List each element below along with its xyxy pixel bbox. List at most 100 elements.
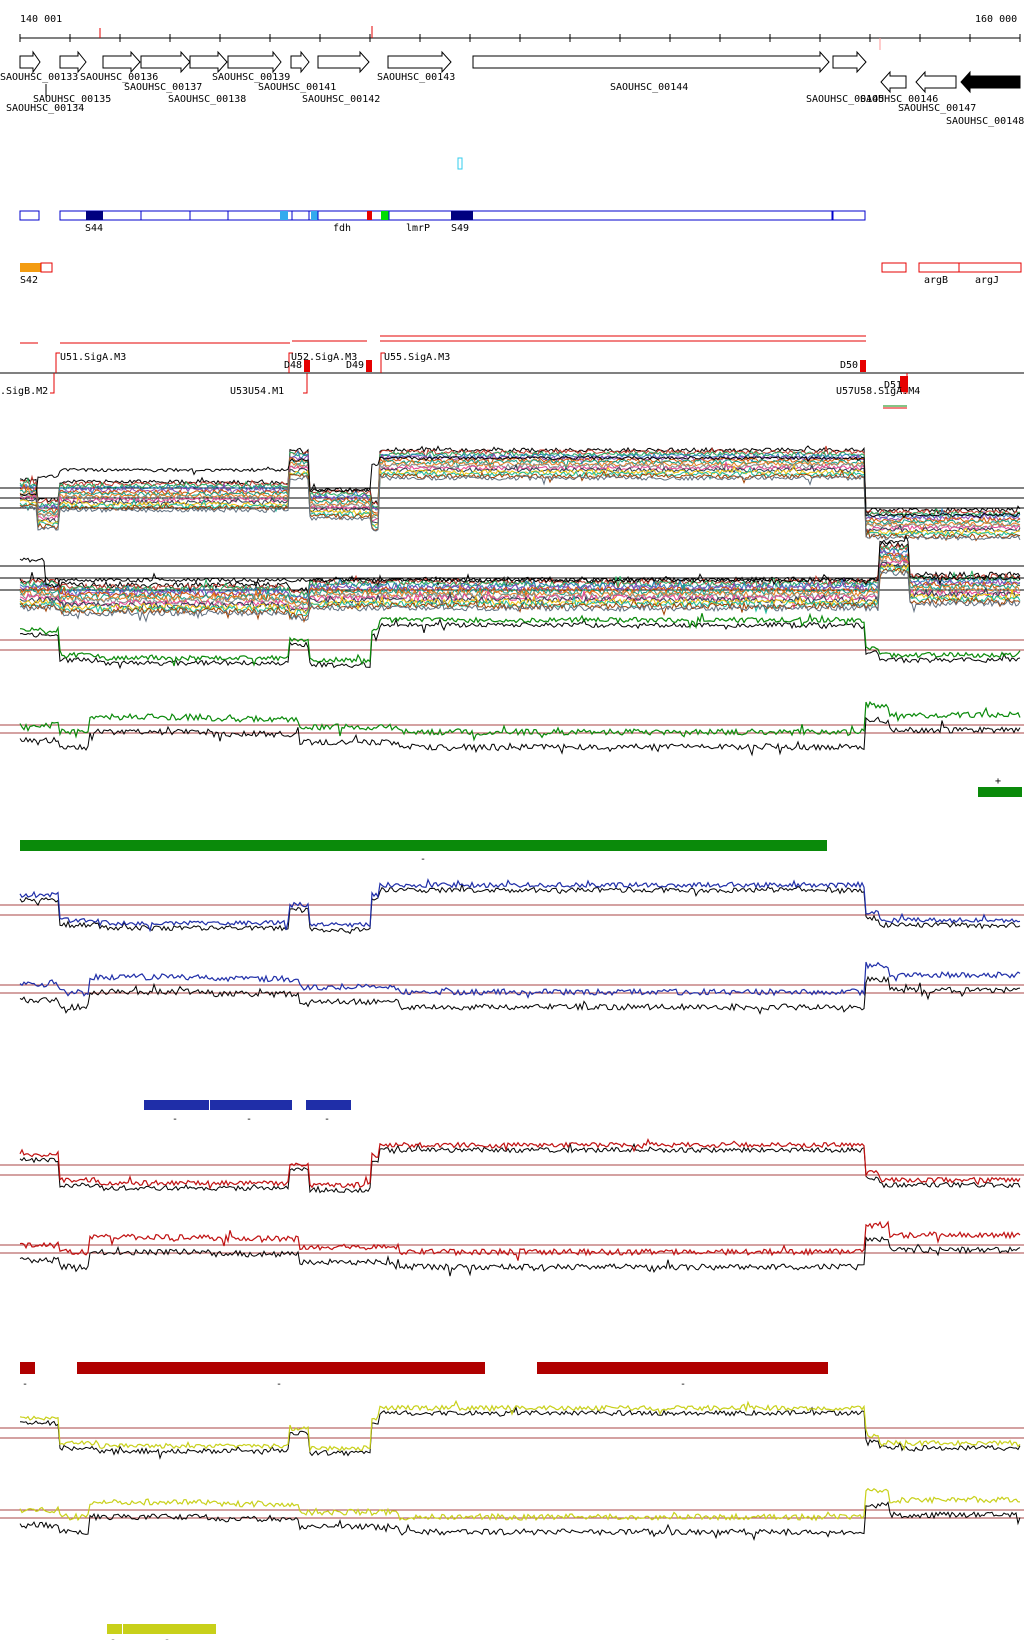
feature-s44-block[interactable] — [86, 211, 103, 220]
feature-label-argj: argJ — [975, 275, 999, 286]
expression-trace-sample — [19, 1220, 1021, 1261]
feature-argj-box[interactable] — [958, 262, 1022, 273]
feature-argb-box[interactable] — [918, 262, 960, 273]
expression-trace — [19, 458, 1021, 529]
feature-box[interactable] — [381, 211, 389, 220]
expression-trace-control — [19, 1501, 1021, 1542]
segment-bar[interactable] — [20, 1362, 35, 1374]
segment-bar[interactable] — [306, 1100, 351, 1110]
navy-expression-plot-reverse — [0, 961, 1024, 1015]
gene-label: SAOUHSC_00137 — [124, 82, 202, 93]
expression-trace — [19, 456, 1021, 524]
feature-label-lmrp: lmrP — [406, 223, 430, 234]
gene-saouhsc-00147[interactable]: SAOUHSC_00147 — [898, 70, 976, 114]
gene-saouhsc-00144[interactable]: SAOUHSC_00144 — [472, 50, 830, 93]
expression-trace — [19, 557, 1021, 610]
gene-saouhsc-00143[interactable]: SAOUHSC_00143 — [377, 50, 455, 83]
feature-label-s49: S49 — [451, 223, 469, 234]
expression-trace — [19, 474, 1021, 541]
segment-bar[interactable] — [123, 1624, 216, 1634]
gene-label: SAOUHSC_00147 — [898, 103, 976, 114]
feature-box[interactable] — [832, 210, 866, 221]
gene-saouhsc-00148[interactable]: SAOUHSC_00148 — [946, 70, 1024, 127]
strand-minus-label: - — [172, 1114, 178, 1125]
multi-condition-expression-panel-1 — [0, 445, 1024, 542]
gene-label: SAOUHSC_00148 — [946, 116, 1024, 127]
expression-trace — [20, 454, 1021, 519]
reg-label-d49: D49 — [346, 360, 364, 371]
expression-trace-sample — [19, 1399, 1021, 1453]
green-expression-plot-forward — [0, 612, 1024, 670]
feature-s42-block[interactable] — [20, 263, 41, 272]
segment-bar[interactable] — [978, 787, 1022, 797]
gene-label: SAOUHSC_00134 — [6, 103, 84, 114]
ruler-start-label: 140 001 — [20, 14, 62, 25]
segment-bar[interactable] — [77, 1362, 485, 1374]
feature-box[interactable] — [291, 210, 310, 221]
expression-trace-control — [19, 882, 1021, 935]
expression-trace — [19, 464, 1021, 538]
red-expression-plot-forward — [0, 1138, 1024, 1194]
expression-trace-sample — [19, 612, 1021, 667]
strand-minus-label: - — [420, 854, 426, 865]
feature-box[interactable] — [40, 262, 53, 273]
feature-box[interactable] — [881, 262, 907, 273]
strand-minus-label: - — [246, 1114, 252, 1125]
reg-label-d50: D50 — [840, 360, 858, 371]
expression-trace — [19, 559, 1021, 612]
multi-condition-expression-panel-2 — [0, 534, 1024, 623]
reg-label-d48: D48 — [284, 360, 302, 371]
gene-saouhsc-00133[interactable]: SAOUHSC_00133 — [0, 50, 78, 83]
cyan-feature-marker[interactable] — [457, 157, 463, 170]
strand-minus-label: - — [680, 1379, 686, 1390]
gene-saouhsc-00141[interactable]: SAOUHSC_00141 — [258, 50, 336, 93]
feature-box[interactable] — [311, 211, 318, 220]
gene-label: SAOUHSC_00136 — [80, 72, 158, 83]
gene-label: SAOUHSC_00139 — [212, 72, 290, 83]
orange-feature-track: S42 argB argJ — [20, 262, 1022, 286]
expression-trace — [20, 463, 1021, 536]
navy-segment-track: - - - — [144, 1100, 351, 1125]
reg-label-u53u54: U53U54.M1 — [230, 386, 284, 397]
gene-saouhsc-00137[interactable]: SAOUHSC_00137 — [124, 50, 202, 93]
feature-s49-block[interactable] — [451, 211, 473, 220]
ruler-ticks — [19, 34, 1021, 42]
segment-bar[interactable] — [210, 1100, 292, 1110]
ruler-end-label: 160 000 — [975, 14, 1017, 25]
gene-saouhsc-00138[interactable]: SAOUHSC_00138 — [168, 50, 246, 105]
yellow-expression-plot-forward — [0, 1399, 1024, 1460]
feature-label-s42: S42 — [20, 275, 38, 286]
expression-trace-control — [19, 617, 1021, 670]
gene-saouhsc-00146[interactable]: SAOUHSC_00146 — [860, 70, 938, 105]
red-segment-track: - - - — [20, 1362, 828, 1390]
strand-minus-label: - — [164, 1635, 170, 1640]
reg-label-u57u58: U57U58.SigA.M4 — [836, 386, 920, 397]
gene-label: SAOUHSC_00135 — [33, 94, 111, 105]
gene-saouhsc-00134[interactable]: SAOUHSC_00134 — [6, 84, 84, 114]
expression-trace — [19, 466, 1021, 537]
segment-bar[interactable] — [107, 1624, 122, 1634]
feature-box[interactable] — [367, 211, 372, 220]
gene-saouhsc-00139[interactable]: SAOUHSC_00139 — [212, 50, 290, 83]
expression-trace — [19, 445, 1021, 515]
feature-fdh-box[interactable] — [317, 210, 369, 221]
gene-saouhsc-00135[interactable]: SAOUHSC_00135 — [33, 50, 111, 105]
feature-box[interactable] — [19, 210, 40, 221]
strand-minus-label: - — [22, 1379, 28, 1390]
gene-label: SAOUHSC_00146 — [860, 94, 938, 105]
reg-label-d51: D51 — [884, 380, 902, 391]
segment-bar[interactable] — [144, 1100, 209, 1110]
gene-label: SAOUHSC_00144 — [610, 82, 688, 93]
expression-trace-control — [19, 975, 1021, 1015]
reg-label-u52: U52.SigA.M3 — [291, 352, 357, 363]
gene-saouhsc-00136[interactable]: SAOUHSC_00136 — [80, 50, 158, 83]
segment-bar[interactable] — [537, 1362, 828, 1374]
feature-box[interactable] — [280, 211, 288, 220]
segment-bar[interactable] — [20, 840, 827, 851]
blue-feature-track: S44 fdh lmrP S49 — [19, 210, 866, 234]
gene-saouhsc-00145[interactable]: SAOUHSC_00145 — [806, 50, 884, 105]
expression-trace-sample — [19, 1138, 1021, 1191]
gene-saouhsc-00142[interactable]: SAOUHSC_00142 — [302, 50, 380, 105]
